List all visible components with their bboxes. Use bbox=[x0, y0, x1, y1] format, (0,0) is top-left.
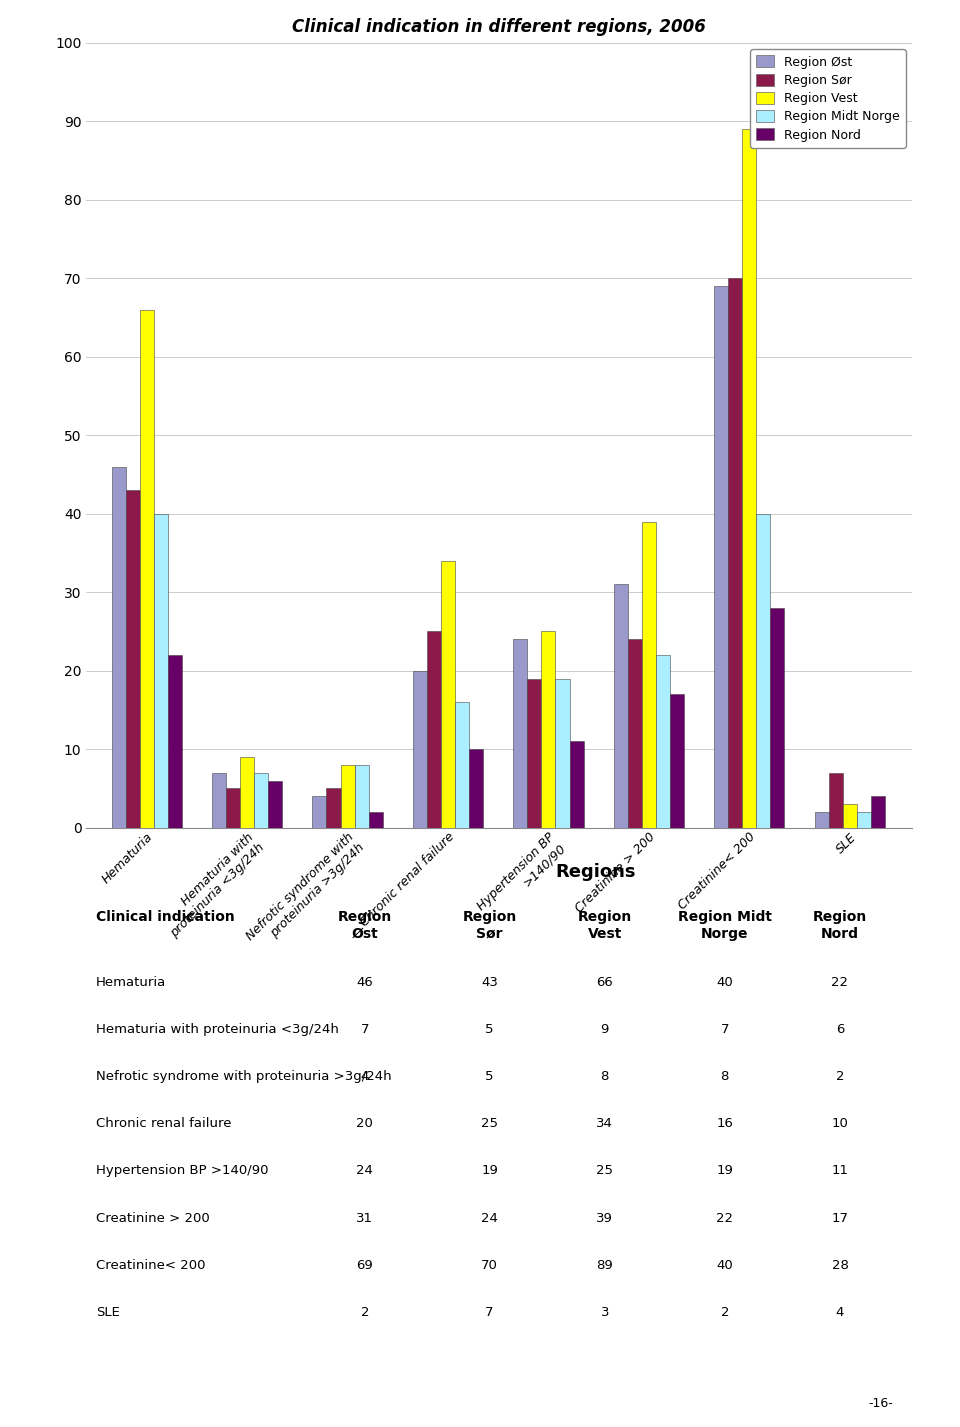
Bar bbox=[126, 491, 139, 828]
Text: 20: 20 bbox=[356, 1117, 373, 1130]
Text: 46: 46 bbox=[356, 976, 373, 989]
Text: 22: 22 bbox=[716, 1212, 733, 1224]
Text: 8: 8 bbox=[721, 1070, 729, 1083]
Text: Hypertension BP >140/90: Hypertension BP >140/90 bbox=[96, 1164, 269, 1177]
Text: 19: 19 bbox=[481, 1164, 498, 1177]
Text: 16: 16 bbox=[716, 1117, 733, 1130]
Text: 24: 24 bbox=[481, 1212, 498, 1224]
Bar bbox=[828, 773, 843, 828]
Text: Clinical indication: Clinical indication bbox=[96, 910, 235, 925]
Text: 6: 6 bbox=[836, 1023, 844, 1036]
Text: Chronic renal failure: Chronic renal failure bbox=[96, 1117, 231, 1130]
Bar bbox=[212, 773, 226, 828]
Text: -16-: -16- bbox=[868, 1397, 893, 1410]
Text: 5: 5 bbox=[486, 1070, 493, 1083]
Bar bbox=[656, 655, 670, 828]
Text: 39: 39 bbox=[596, 1212, 613, 1224]
Bar bbox=[168, 655, 181, 828]
Bar bbox=[254, 773, 268, 828]
Bar bbox=[139, 310, 154, 828]
Text: Region Midt
Norge: Region Midt Norge bbox=[678, 910, 772, 940]
Text: 9: 9 bbox=[601, 1023, 609, 1036]
Bar bbox=[613, 585, 628, 828]
Bar bbox=[756, 514, 770, 828]
Bar bbox=[455, 702, 469, 828]
Text: 25: 25 bbox=[596, 1164, 613, 1177]
Bar bbox=[871, 796, 885, 828]
Text: 17: 17 bbox=[831, 1212, 849, 1224]
Bar bbox=[354, 765, 369, 828]
Text: 2: 2 bbox=[836, 1070, 844, 1083]
Bar bbox=[527, 679, 541, 828]
Bar bbox=[856, 812, 871, 828]
Text: 31: 31 bbox=[356, 1212, 373, 1224]
Bar bbox=[815, 812, 828, 828]
Text: 19: 19 bbox=[716, 1164, 733, 1177]
Bar bbox=[670, 695, 684, 828]
Bar bbox=[369, 812, 383, 828]
Bar bbox=[628, 639, 642, 828]
Text: Hematuria with proteinuria <3g/24h: Hematuria with proteinuria <3g/24h bbox=[96, 1023, 339, 1036]
Text: Regions: Regions bbox=[555, 863, 636, 882]
Text: 24: 24 bbox=[356, 1164, 373, 1177]
Text: 40: 40 bbox=[716, 976, 733, 989]
Text: Region
Vest: Region Vest bbox=[578, 910, 632, 940]
Bar bbox=[341, 765, 354, 828]
Bar bbox=[541, 631, 556, 828]
Text: Creatinine > 200: Creatinine > 200 bbox=[96, 1212, 209, 1224]
Text: 11: 11 bbox=[831, 1164, 849, 1177]
Text: 40: 40 bbox=[716, 1259, 733, 1271]
Bar bbox=[427, 631, 441, 828]
Text: 2: 2 bbox=[361, 1306, 369, 1319]
Bar bbox=[111, 467, 126, 828]
Text: 66: 66 bbox=[596, 976, 613, 989]
Bar bbox=[514, 639, 527, 828]
Bar bbox=[240, 756, 254, 828]
Text: 7: 7 bbox=[486, 1306, 493, 1319]
Text: Creatinine< 200: Creatinine< 200 bbox=[96, 1259, 205, 1271]
Bar bbox=[154, 514, 168, 828]
Text: Hematuria: Hematuria bbox=[96, 976, 166, 989]
Bar bbox=[441, 561, 455, 828]
Bar bbox=[642, 522, 656, 828]
Bar bbox=[843, 805, 856, 828]
Bar bbox=[226, 788, 240, 828]
Text: 8: 8 bbox=[601, 1070, 609, 1083]
Legend: Region Øst, Region Sør, Region Vest, Region Midt Norge, Region Nord: Region Øst, Region Sør, Region Vest, Reg… bbox=[750, 49, 905, 148]
Text: 34: 34 bbox=[596, 1117, 613, 1130]
Text: Region
Nord: Region Nord bbox=[813, 910, 867, 940]
Text: Region
Øst: Region Øst bbox=[338, 910, 392, 940]
Text: 70: 70 bbox=[481, 1259, 498, 1271]
Bar bbox=[312, 796, 326, 828]
Title: Clinical indication in different regions, 2006: Clinical indication in different regions… bbox=[292, 17, 707, 36]
Text: 2: 2 bbox=[721, 1306, 729, 1319]
Text: 43: 43 bbox=[481, 976, 498, 989]
Text: 25: 25 bbox=[481, 1117, 498, 1130]
Bar bbox=[469, 749, 483, 828]
Text: 22: 22 bbox=[831, 976, 849, 989]
Bar bbox=[569, 742, 584, 828]
Text: Region
Sør: Region Sør bbox=[463, 910, 516, 940]
Text: 69: 69 bbox=[356, 1259, 373, 1271]
Bar bbox=[714, 285, 729, 828]
Text: 89: 89 bbox=[596, 1259, 613, 1271]
Bar bbox=[268, 781, 282, 828]
Text: 10: 10 bbox=[831, 1117, 849, 1130]
Text: 7: 7 bbox=[721, 1023, 729, 1036]
Bar bbox=[413, 671, 427, 828]
Bar bbox=[742, 130, 756, 828]
Bar bbox=[770, 608, 784, 828]
Text: 5: 5 bbox=[486, 1023, 493, 1036]
Text: Nefrotic syndrome with proteinuria >3g/24h: Nefrotic syndrome with proteinuria >3g/2… bbox=[96, 1070, 392, 1083]
Text: SLE: SLE bbox=[96, 1306, 120, 1319]
Text: 3: 3 bbox=[601, 1306, 609, 1319]
Bar bbox=[326, 788, 341, 828]
Text: 4: 4 bbox=[361, 1070, 369, 1083]
Text: 7: 7 bbox=[361, 1023, 369, 1036]
Bar bbox=[729, 278, 742, 828]
Bar bbox=[556, 679, 569, 828]
Text: 28: 28 bbox=[831, 1259, 849, 1271]
Text: 4: 4 bbox=[836, 1306, 844, 1319]
